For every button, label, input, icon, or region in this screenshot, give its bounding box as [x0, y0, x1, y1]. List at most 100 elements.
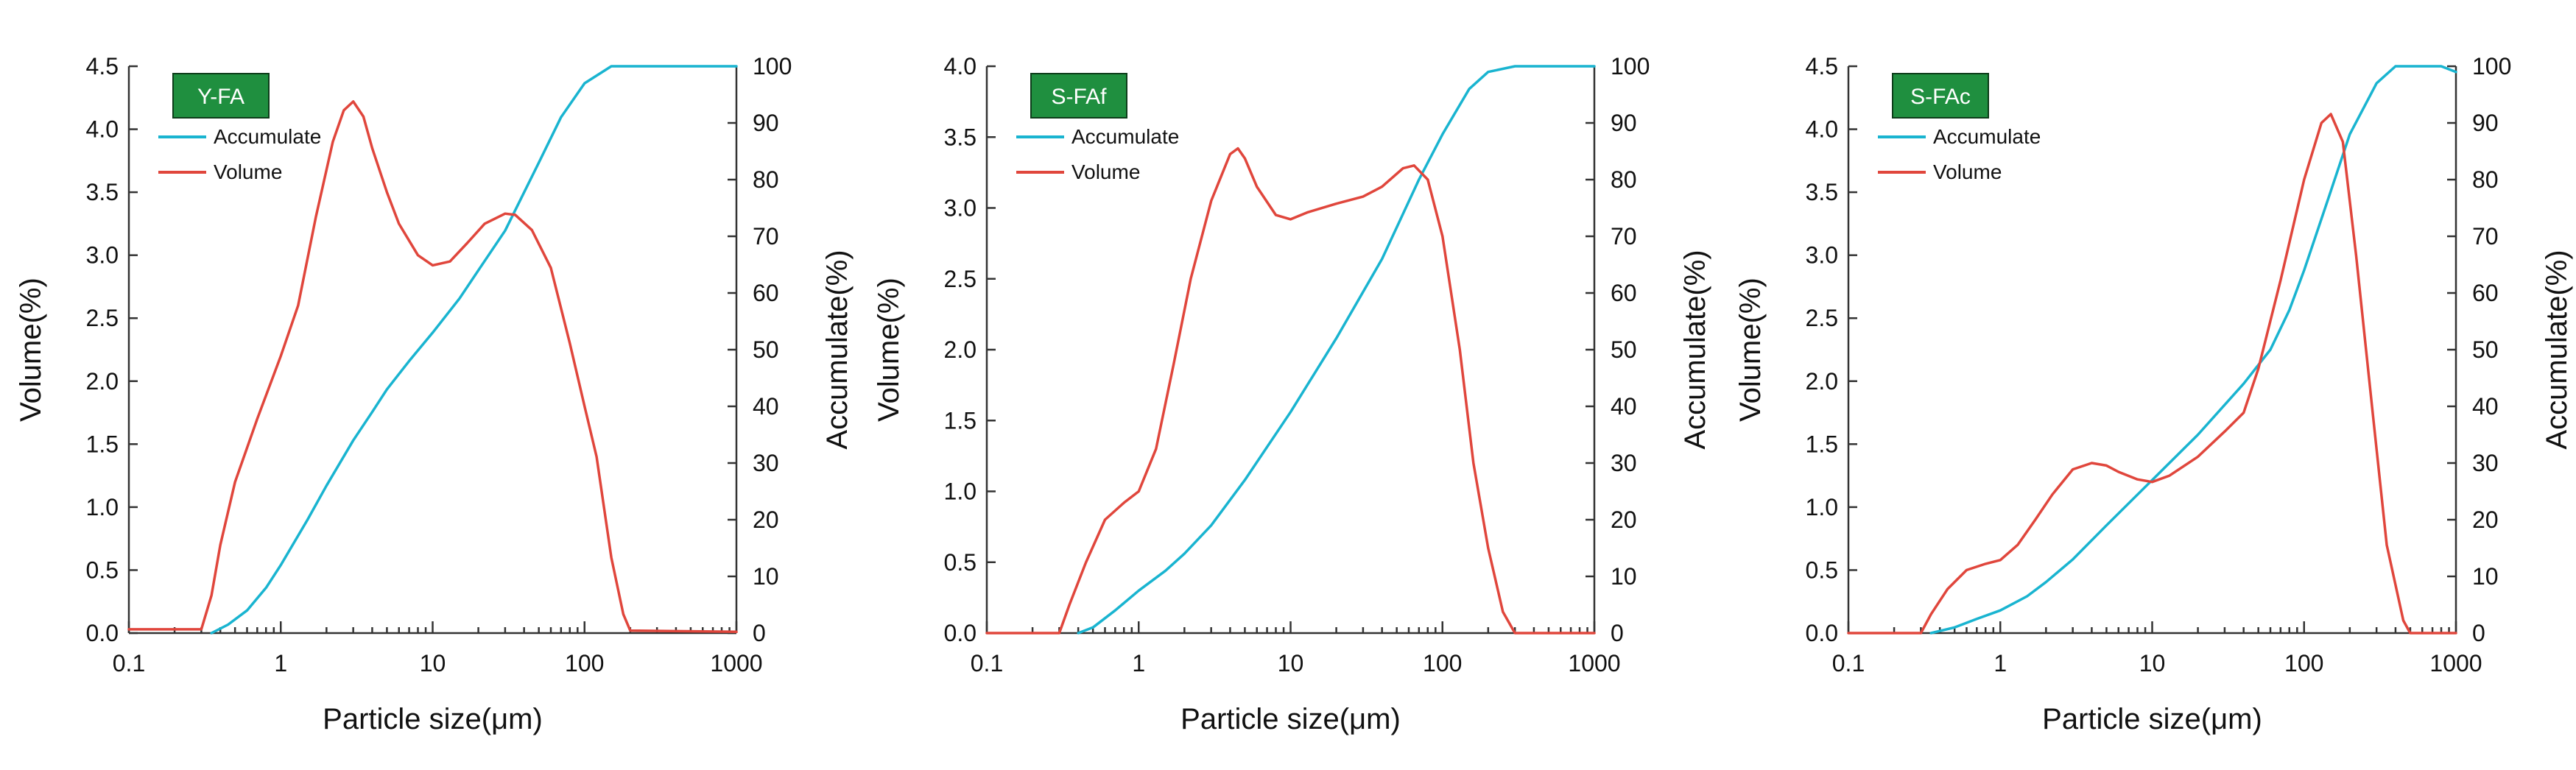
chart-panel-3: 0.0 0.5 1.0 1.5 2.0 2.5 3.0 3.5 4.0 4.5 0 10 20 30 40 5…	[1734, 53, 2573, 735]
y2-tick-label: 50	[753, 336, 779, 363]
x-tick-label: 1	[274, 650, 287, 677]
y-axis-title: Volume(%)	[15, 278, 47, 422]
x-tick-label: 100	[565, 650, 604, 677]
series-line-accumulate	[1929, 65, 2457, 635]
x-tick-label: 10	[2139, 650, 2166, 677]
y-tick-label: 0.5	[1806, 557, 1838, 583]
x-axis-title: Particle size(μm)	[1180, 703, 1401, 735]
y-tick-label: 0.5	[944, 549, 976, 576]
x-tick-label: 10	[420, 650, 446, 677]
sample-label-box	[1892, 73, 1989, 119]
y2-tick-label: 90	[753, 110, 779, 136]
sample-label-box	[172, 73, 270, 119]
y-axis-title: Volume(%)	[873, 278, 905, 422]
x-tick-label: 1	[1132, 650, 1145, 677]
y-tick-label: 3.0	[1806, 242, 1838, 269]
x-tick-label: 1000	[1568, 650, 1620, 677]
y-tick-label: 4.5	[1806, 53, 1838, 80]
y2-axis-title: Accumulate(%)	[2541, 250, 2573, 449]
y-axis-title: Volume(%)	[1734, 278, 1767, 422]
y2-tick-label: 20	[2472, 506, 2499, 533]
y-tick-label: 4.0	[1806, 116, 1838, 143]
x-tick-label: 1	[1993, 650, 2007, 677]
y-tick-label: 1.0	[944, 478, 976, 505]
chart-panel-2: 0.0 0.5 1.0 1.5 2.0 2.5 3.0 3.5 4.0 0 10 20 30 40 50 60…	[873, 53, 1711, 735]
legend-label: Accumulate	[214, 125, 321, 148]
y-tick-label: 3.0	[944, 195, 976, 222]
series-line-volume	[127, 100, 738, 634]
series-line-accumulate	[210, 65, 738, 635]
y-tick-label: 2.5	[1806, 305, 1838, 331]
y2-tick-label: 100	[2472, 53, 2511, 80]
y-tick-label: 2.5	[86, 305, 119, 331]
y2-axis-title: Accumulate(%)	[821, 250, 854, 449]
series-line-accumulate	[1077, 65, 1596, 635]
y-tick-label: 1.5	[86, 431, 119, 457]
y2-tick-label: 20	[1611, 506, 1637, 533]
legend-label: Volume	[1071, 160, 1140, 183]
x-tick-label: 0.1	[113, 650, 145, 677]
y-tick-label: 4.5	[86, 53, 119, 80]
y2-tick-label: 60	[2472, 280, 2499, 306]
y2-tick-label: 80	[1611, 166, 1637, 193]
sample-label: S-FAf	[1051, 85, 1107, 109]
y2-tick-label: 30	[1611, 450, 1637, 476]
y2-tick-label: 100	[1611, 53, 1650, 80]
series-line-volume	[985, 146, 1596, 635]
y-tick-label: 2.0	[1806, 368, 1838, 395]
y2-tick-label: 60	[753, 280, 779, 306]
y-tick-label: 0.0	[944, 620, 976, 646]
y-tick-label: 3.5	[1806, 179, 1838, 205]
y2-tick-label: 50	[2472, 336, 2499, 363]
y-tick-label: 3.5	[944, 124, 976, 150]
y-tick-label: 2.0	[86, 368, 119, 395]
y-tick-label: 1.0	[86, 494, 119, 520]
y-tick-label: 1.0	[1806, 494, 1838, 520]
y2-tick-label: 90	[2472, 110, 2499, 136]
y2-tick-label: 10	[1611, 563, 1637, 590]
y-tick-label: 1.5	[1806, 431, 1838, 457]
legend-label: Accumulate	[1071, 125, 1179, 148]
y2-tick-label: 40	[1611, 393, 1637, 420]
y2-tick-label: 40	[2472, 393, 2499, 420]
y2-tick-label: 70	[2472, 223, 2499, 250]
y-tick-label: 2.5	[944, 266, 976, 292]
y2-tick-label: 60	[1611, 280, 1637, 306]
y2-tick-label: 10	[753, 563, 779, 590]
y2-tick-label: 80	[753, 166, 779, 193]
legend-label: Accumulate	[1933, 125, 2041, 148]
y2-tick-label: 20	[753, 506, 779, 533]
y2-tick-label: 70	[753, 223, 779, 250]
y-tick-label: 2.0	[944, 336, 976, 363]
chart-panel-1: 0.0 0.5 1.0 1.5 2.0 2.5 3.0 3.5 4.0 4.5 0 10 20 30 40 5…	[15, 53, 854, 735]
y-tick-label: 3.5	[86, 179, 119, 205]
y2-tick-label: 0	[2472, 620, 2485, 646]
x-tick-label: 100	[2284, 650, 2323, 677]
y-tick-label: 4.0	[944, 53, 976, 80]
y2-axis-title: Accumulate(%)	[1679, 250, 1711, 449]
y2-tick-label: 30	[753, 450, 779, 476]
x-tick-label: 0.1	[1832, 650, 1865, 677]
y2-tick-label: 0	[753, 620, 766, 646]
y-tick-label: 0.0	[86, 620, 119, 646]
y2-tick-label: 80	[2472, 166, 2499, 193]
y2-tick-label: 30	[2472, 450, 2499, 476]
y-tick-label: 3.0	[86, 242, 119, 269]
sample-label-box	[1030, 73, 1127, 119]
y2-tick-label: 0	[1611, 620, 1624, 646]
x-axis-title: Particle size(μm)	[2042, 703, 2262, 735]
y2-tick-label: 10	[2472, 563, 2499, 590]
legend-label: Volume	[1933, 160, 2002, 183]
x-tick-label: 100	[1423, 650, 1462, 677]
x-tick-label: 1000	[710, 650, 762, 677]
y2-tick-label: 70	[1611, 223, 1637, 250]
x-tick-label: 0.1	[971, 650, 1003, 677]
x-axis-title: Particle size(μm)	[323, 703, 543, 735]
y2-tick-label: 100	[753, 53, 792, 80]
y2-tick-label: 40	[753, 393, 779, 420]
legend-label: Volume	[214, 160, 282, 183]
sample-label: S-FAc	[1910, 85, 1971, 109]
series-line-volume	[1847, 113, 2457, 635]
y2-tick-label: 90	[1611, 110, 1637, 136]
y2-tick-label: 50	[1611, 336, 1637, 363]
